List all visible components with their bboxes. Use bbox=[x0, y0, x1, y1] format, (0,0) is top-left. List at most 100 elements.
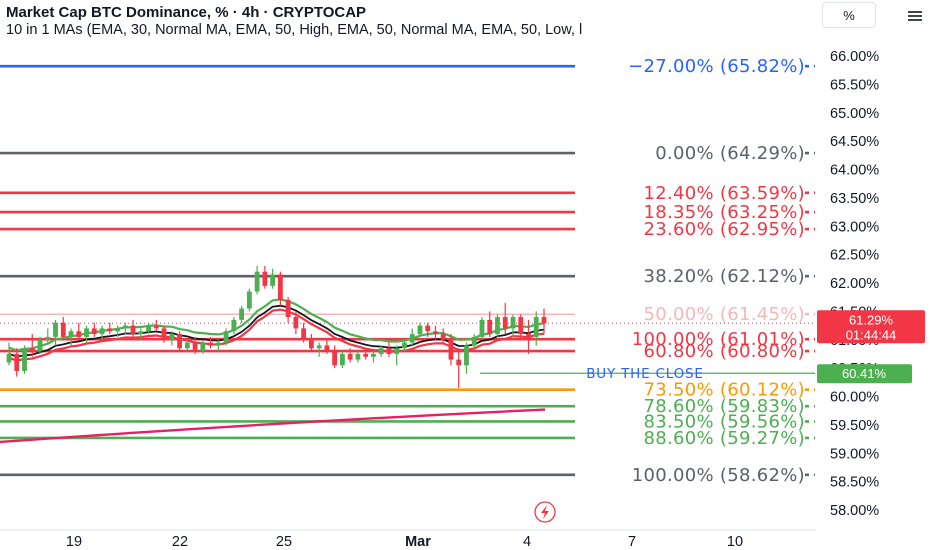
candle-body bbox=[425, 325, 431, 332]
candle-body bbox=[332, 351, 338, 366]
candle-body bbox=[60, 322, 66, 337]
chart-title: Market Cap BTC Dominance, % · 4h · CRYPT… bbox=[6, 4, 367, 21]
candle-body bbox=[363, 353, 369, 357]
moving-averages-layer bbox=[0, 298, 546, 444]
ema-normal-line bbox=[8, 304, 545, 358]
candle-body bbox=[394, 348, 400, 354]
candle-body bbox=[6, 353, 12, 363]
candle-body bbox=[223, 331, 229, 343]
fib-level-label: 23.60% (62.95%) bbox=[643, 219, 805, 240]
y-tick-label: 65.50% bbox=[830, 77, 879, 93]
candle-body bbox=[161, 328, 167, 340]
y-tick-label: 58.00% bbox=[830, 503, 879, 519]
candle-body bbox=[122, 325, 128, 329]
candle-body bbox=[76, 331, 82, 337]
candle-body bbox=[479, 319, 485, 337]
fib-level-label: 100.00% (61.01%) bbox=[632, 329, 805, 350]
candle-body bbox=[53, 322, 58, 337]
buy-the-close-annotation: BUY THE CLOSE bbox=[586, 366, 704, 382]
candle-body bbox=[254, 271, 260, 292]
fib-level-label: 83.50% (59.56%) bbox=[643, 411, 805, 432]
candle-body bbox=[518, 317, 524, 335]
candle-body bbox=[402, 342, 407, 349]
candle-body bbox=[495, 317, 500, 335]
candle-body bbox=[184, 342, 190, 349]
candle-body bbox=[448, 339, 454, 360]
buy-level-tag bbox=[817, 364, 912, 384]
fib-level-label: 73.50% (60.12%) bbox=[643, 380, 805, 401]
candle-body bbox=[91, 328, 97, 335]
candle-body bbox=[378, 348, 384, 354]
candle-body bbox=[541, 317, 547, 324]
y-tick-label: 60.00% bbox=[830, 390, 879, 406]
y-tick-label: 66.00% bbox=[830, 49, 879, 65]
x-tick-label: 7 bbox=[628, 534, 636, 550]
y-tick-label: 64.00% bbox=[830, 163, 879, 179]
candles-layer bbox=[6, 265, 547, 388]
fib-level-label: 88.60% (59.27%) bbox=[643, 428, 805, 449]
candle-body bbox=[192, 342, 198, 352]
fib-level-label: 38.20% (62.12%) bbox=[643, 266, 805, 287]
event-lightning-icon[interactable] bbox=[534, 501, 556, 523]
candle-body bbox=[68, 331, 74, 337]
x-tick-label: 19 bbox=[66, 534, 82, 550]
x-tick-label: 25 bbox=[276, 534, 292, 550]
candle-body bbox=[246, 291, 252, 309]
fib-level-label: 100.00% (58.62%) bbox=[632, 465, 805, 486]
fib-level-label: 60.80% (60.80%) bbox=[643, 341, 805, 362]
menu-icon[interactable] bbox=[905, 6, 925, 26]
candle-body bbox=[471, 336, 477, 346]
candle-body bbox=[301, 328, 307, 340]
candle-body bbox=[340, 353, 345, 366]
current-price-tag bbox=[817, 310, 925, 344]
buy-level-value: 60.41% bbox=[842, 366, 887, 381]
candle-body bbox=[502, 317, 508, 329]
candle-body bbox=[409, 334, 415, 343]
fib-level-label: 0.00% (64.29%) bbox=[655, 143, 805, 164]
y-axis-layer: 66.00% 65.50% 65.00% 64.50% 64.00% 63.50% 63.0… bbox=[817, 49, 925, 519]
candle-body bbox=[262, 271, 268, 286]
candle-body bbox=[138, 331, 144, 335]
unit-toggle-button[interactable]: % bbox=[822, 2, 876, 28]
x-tick-label: 10 bbox=[727, 534, 743, 550]
candle-body bbox=[115, 328, 120, 332]
candle-body bbox=[107, 328, 113, 332]
current-price-value: 61.29% bbox=[849, 312, 894, 327]
indicator-legend[interactable]: 10 in 1 MAs (EMA, 30, Normal MA, EMA, 50… bbox=[6, 22, 583, 38]
y-tick-label: 59.00% bbox=[830, 446, 879, 462]
bar-countdown: 01:44:44 bbox=[846, 327, 897, 342]
candle-body bbox=[153, 325, 159, 329]
candle-body bbox=[84, 328, 89, 337]
ema-high-line bbox=[8, 298, 545, 352]
candle-body bbox=[440, 334, 446, 340]
candle-body bbox=[208, 342, 213, 346]
candle-body bbox=[285, 300, 291, 318]
candle-body bbox=[130, 325, 136, 335]
candle-body bbox=[293, 317, 299, 329]
candle-body bbox=[355, 353, 361, 360]
fib-level-label: 50.00% (61.45%) bbox=[643, 304, 805, 325]
x-axis-layer: 19 22 25 Mar 4 7 10 bbox=[0, 501, 816, 550]
candle-body bbox=[487, 319, 493, 335]
candle-body bbox=[533, 317, 539, 337]
candle-body bbox=[239, 308, 245, 320]
candle-body bbox=[433, 331, 438, 335]
fib-levels-layer bbox=[0, 64, 815, 477]
long-ma-line bbox=[0, 408, 546, 444]
y-tick-label: 58.50% bbox=[830, 475, 879, 491]
candle-body bbox=[200, 342, 206, 352]
y-tick-label: 63.50% bbox=[830, 191, 879, 207]
candle-body bbox=[215, 342, 221, 346]
fib-labels-layer: −27.00% (65.82%) 0.00% (64.29%) 12.40% (63… bbox=[586, 56, 805, 486]
candle-body bbox=[177, 334, 182, 349]
candle-body bbox=[277, 274, 283, 301]
candle-body bbox=[456, 359, 462, 366]
candle-body bbox=[324, 345, 330, 352]
candle-body bbox=[526, 334, 531, 337]
y-tick-label: 65.00% bbox=[830, 106, 879, 122]
candle-body bbox=[270, 274, 276, 286]
candle-body bbox=[347, 353, 353, 360]
y-tick-label: 62.00% bbox=[830, 276, 879, 292]
candle-body bbox=[99, 328, 105, 335]
